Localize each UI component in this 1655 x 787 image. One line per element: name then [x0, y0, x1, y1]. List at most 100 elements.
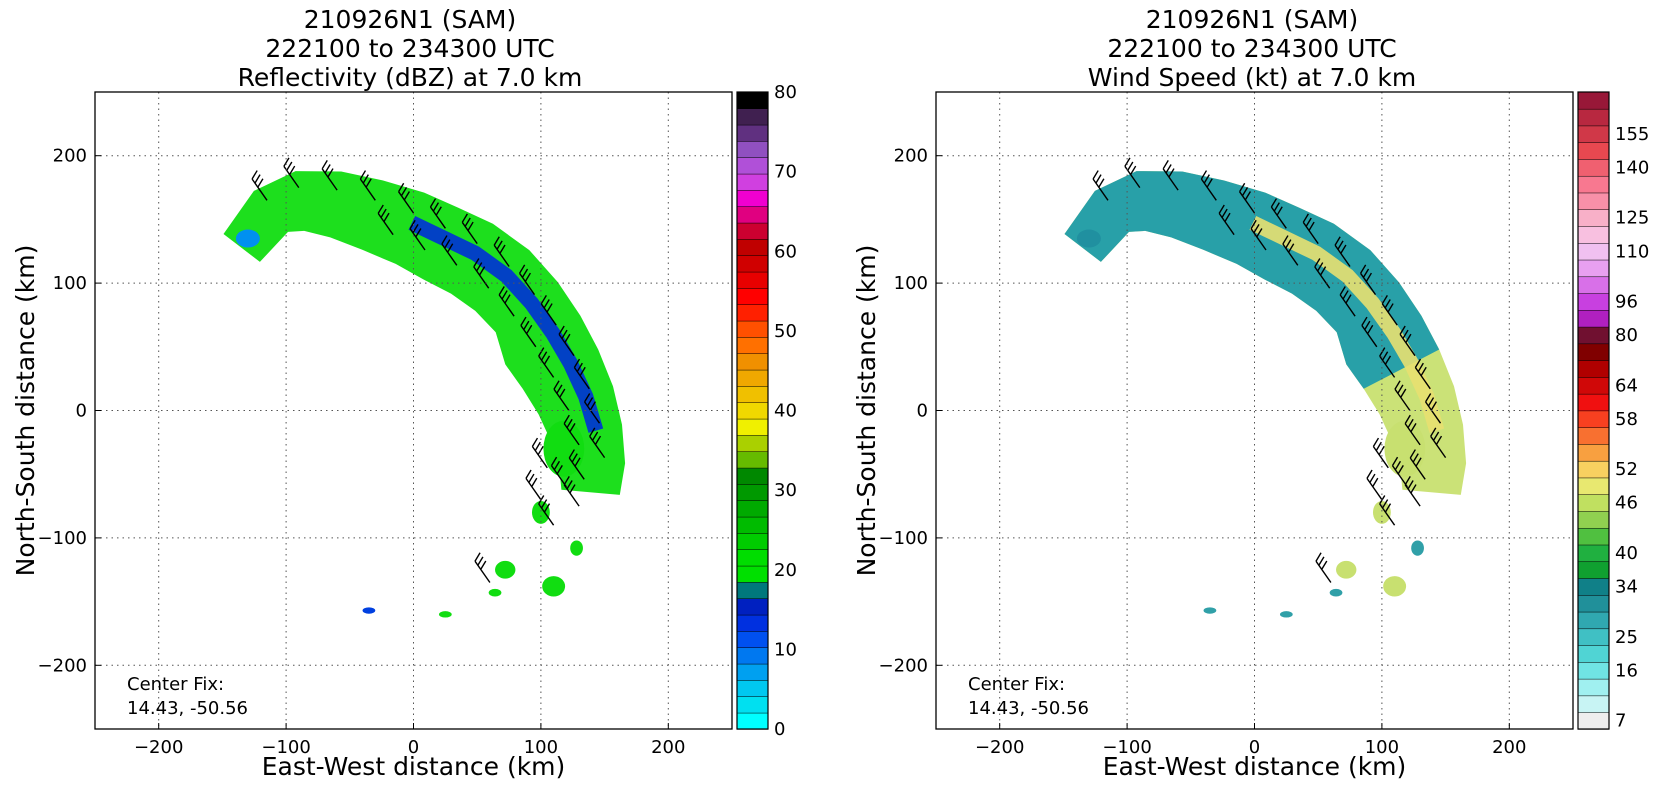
colorbar-tick-label: 96 [1615, 292, 1638, 313]
wind-barb-flag [1244, 191, 1252, 201]
wind-barb [409, 219, 426, 251]
wind-barb-flag [528, 473, 535, 483]
chart-title-line-1: 210926N1 (SAM) [304, 5, 517, 34]
colorbar-segment [1577, 544, 1610, 563]
wind-barb-flag [1381, 499, 1389, 509]
storm-echo-cell [531, 500, 550, 524]
colorbar-tick-label: 60 [774, 241, 797, 262]
storm-echo-low-wind [1064, 171, 1440, 389]
wind-barb-flag [1362, 268, 1370, 278]
colorbar-tick-label: 46 [1615, 493, 1638, 514]
wind-barb-flag [1168, 168, 1175, 178]
wind-barb-flag [573, 358, 581, 368]
colorbar-tick-label: 140 [1615, 157, 1649, 178]
wind-barb [568, 449, 585, 480]
wind-barb [474, 552, 491, 583]
colorbar-frame [1577, 91, 1610, 730]
wind-barb [589, 427, 606, 459]
y-tick-label: −200 [879, 655, 928, 676]
wind-barb-flag [1276, 206, 1283, 216]
wind-barb [1399, 325, 1416, 357]
wind-barb-flag [1288, 243, 1295, 253]
wind-barb [1424, 393, 1442, 424]
colorbar-tick-label: 30 [774, 480, 797, 501]
colorbar-segment [736, 353, 769, 371]
colorbar-segment [736, 598, 769, 616]
y-tick-label: 0 [76, 401, 87, 422]
colorbar-segment [1577, 711, 1610, 730]
storm-echo-edge [235, 229, 260, 248]
wind-barb-flag [521, 268, 529, 278]
wind-barb-flag [498, 286, 505, 296]
wind-barb-flag [564, 333, 571, 343]
wind-barb [558, 325, 575, 357]
chart-title-line-3: Reflectivity (dBZ) at 7.0 km [238, 63, 583, 92]
wind-barb [1359, 264, 1377, 296]
colorbar-segment [1577, 326, 1610, 345]
wind-barb-flag [531, 477, 538, 487]
wind-barb-flag [1420, 366, 1427, 377]
wind-barb-flag [1384, 355, 1392, 365]
colorbar-segment [736, 304, 769, 322]
colorbar-segment [736, 238, 769, 256]
wind-barb-flag [1435, 435, 1443, 445]
colorbar-tick-label: 58 [1615, 409, 1638, 430]
wind-barb-flag [441, 235, 448, 245]
storm-echo-cell [1384, 420, 1426, 477]
colorbar-segment [736, 385, 769, 403]
colorbar-segment [1577, 192, 1610, 210]
colorbar: 0 10 20 30 40 50 60 70 80 [736, 82, 797, 740]
y-tick-label: 100 [53, 273, 87, 294]
colorbar-segment [1577, 678, 1610, 697]
wind-barb-flag [1409, 449, 1416, 459]
wind-barb-flag [283, 157, 290, 167]
colorbar-segment [736, 287, 769, 305]
wind-barb-flag [556, 384, 563, 394]
wind-barb-flag [1321, 560, 1328, 570]
wind-barb-flag [1273, 202, 1280, 212]
x-tick-label: 0 [1249, 737, 1260, 758]
wind-barb-flag [589, 401, 597, 411]
wind-barb-flag [474, 552, 481, 562]
storm-echo-cell [570, 540, 583, 556]
wind-barb-flag [409, 219, 416, 230]
x-tick-label: 100 [524, 737, 558, 758]
wind-barb [538, 347, 555, 378]
wind-barb [563, 476, 580, 507]
storm-echo-cell [1411, 540, 1424, 556]
wind-barb-flag [1404, 414, 1411, 424]
colorbar-tick-label: 70 [774, 162, 797, 183]
wind-barb-flag [362, 174, 369, 184]
wind-barb-flag [412, 223, 419, 234]
center-fix-line-1: Center Fix: [127, 674, 224, 695]
wind-barb [461, 213, 478, 245]
wind-barb-flag [553, 460, 561, 471]
wind-barb-flag [1424, 393, 1432, 403]
wind-barb [1162, 160, 1179, 191]
colorbar-tick-label: 64 [1615, 375, 1638, 396]
wind-barb-flag [1238, 182, 1246, 193]
colorbar-tick-label: 50 [774, 321, 797, 342]
wind-barb-flag [591, 431, 599, 441]
wind-barb-flag [496, 240, 503, 250]
storm-echo-cell [438, 611, 452, 618]
colorbar-tick-label: 40 [774, 401, 797, 422]
wind-barb-flag [1375, 441, 1382, 451]
wind-barb [321, 160, 338, 191]
colorbar-tick-label: 52 [1615, 459, 1638, 480]
x-tick-label: 200 [651, 737, 685, 758]
plot-frame [94, 91, 733, 730]
wind-barb [1250, 219, 1267, 251]
wind-barb-flag [589, 427, 596, 437]
wind-barb-flag [327, 168, 334, 178]
wind-barb [1409, 449, 1426, 480]
wind-barb [573, 358, 590, 390]
wind-barb-flag [1124, 157, 1131, 167]
wind-barb [1124, 157, 1141, 189]
wind-barb-flag [499, 244, 506, 254]
wind-barb [1394, 380, 1411, 411]
colorbar-segment [736, 271, 769, 289]
colorbar-segment [1577, 644, 1610, 663]
wind-barb [1200, 170, 1217, 201]
storm-echo-cell [1203, 607, 1217, 614]
